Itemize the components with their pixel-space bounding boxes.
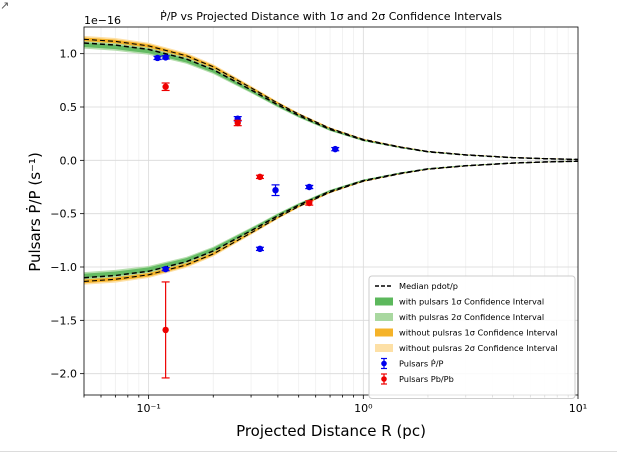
legend-label: with pulsars 1σ Confidence Interval [399,297,544,307]
blue-data-point [332,145,339,153]
red-data-point [256,173,264,181]
outer-line-upper [83,38,579,160]
x-ticks: 10⁻¹ 10⁰ 10¹ [83,395,587,415]
legend-band-swatch [375,313,393,321]
with-2sigma-band-lower [84,161,578,280]
confidence-bands [84,35,578,285]
legend-label: without pulsras 2σ Confidence Interval [399,343,558,353]
y-offset-label: 1e−16 [84,14,121,27]
y-tick-label: 0.5 [60,101,78,114]
y-tick-label: −0.5 [50,208,77,221]
y-tick-label: −2.0 [50,368,77,381]
legend-band-swatch [375,297,393,306]
grid [83,27,578,395]
corner-arrow-icon: ↗ [0,0,10,12]
blue-data-point [162,265,169,273]
legend: Median pdot/p with pulsars 1σ Confidence … [368,275,576,399]
legend-label: Pulsars Pb/Pb [399,374,454,384]
legend-frame [368,275,576,399]
blue-data-point [162,54,169,61]
legend-label: Pulsars Ṗ/P [399,359,443,369]
blue-data-point [272,187,279,194]
red-data-point [234,119,241,127]
legend-band-swatch [375,328,393,337]
legend-point-swatch [381,360,387,367]
y-ticks: 1.0 0.5 0.0 −0.5 −1.0 −1.5 −2.0 [50,48,84,381]
y-axis-label: Pulsars Ṗ/P (s⁻¹) [25,152,44,272]
blue-data-point [306,183,313,191]
y-tick-label: −1.5 [50,314,77,327]
plot-frame [83,26,579,396]
with-2sigma-band-upper [84,41,578,160]
legend-label: Median pdot/p [399,281,458,291]
legend-label: without pulsras 1σ Confidence Interval [399,328,558,338]
blue-data-point [256,245,264,253]
x-axis-label: Projected Distance R (pc) [236,422,426,440]
x-tick-label: 10⁰ [354,402,373,415]
red-data-point [162,326,169,334]
x-tick-label: 10⁻¹ [137,402,161,415]
chart-title: Ṗ/P vs Projected Distance with 1σ and 2σ… [160,10,502,23]
y-tick-label: −1.0 [50,261,77,274]
median-line-lower [83,160,579,279]
y-tick-label: 1.0 [60,48,78,61]
x-tick-label: 10¹ [569,402,587,415]
data-points [153,54,340,379]
legend-band-swatch [375,344,393,352]
legend-label: with pulsras 2σ Confidence Interval [399,312,544,322]
with-1sigma-band-lower [84,161,578,278]
outer-line-lower [83,160,579,282]
y-tick-label: 0.0 [60,154,78,167]
blue-data-point [154,54,161,62]
red-data-point [162,83,169,90]
red-data-point [306,199,313,207]
bottom-divider [0,451,617,452]
legend-point-swatch [381,376,387,382]
